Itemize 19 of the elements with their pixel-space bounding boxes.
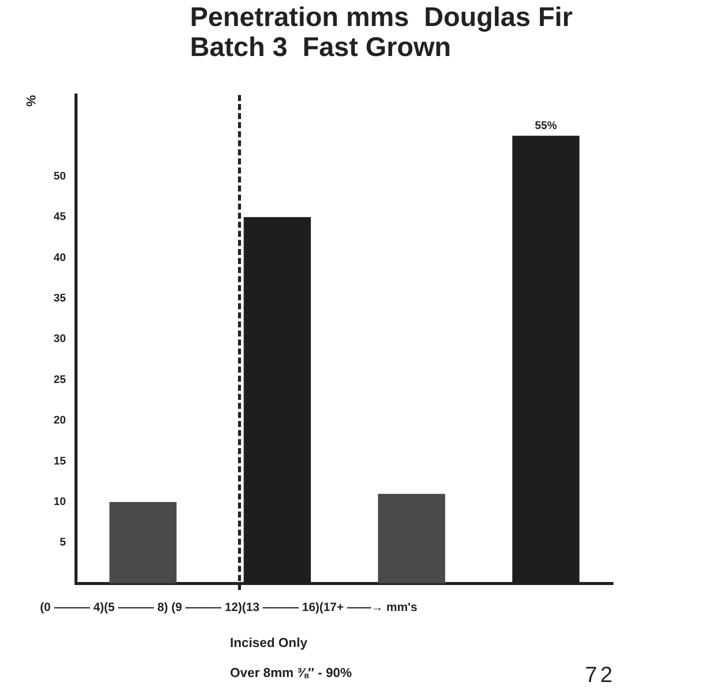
y-tick-label: 20 — [54, 414, 66, 427]
y-tick-label: 15 — [54, 455, 66, 468]
x-axis-title: (0 ——— 4)(5 ——— 8) (9 ——— 12)(13 ——— 16)(17+ ——→ mm's — [40, 600, 418, 614]
y-tick-label: 30 — [54, 333, 66, 346]
y-tick-label: 40 — [54, 252, 66, 264]
bar — [109, 502, 177, 584]
bar — [378, 494, 446, 584]
y-tick-label: 25 — [54, 374, 66, 386]
text: Incised Only — [230, 635, 308, 650]
y-tick-label: 50 — [54, 170, 66, 182]
y-tick-label: 45 — [54, 211, 66, 224]
data-label: 55% — [534, 120, 558, 132]
y-tick-label: 5 — [60, 536, 66, 549]
text: 72 — [585, 662, 616, 688]
chart-title: Penetration mms Douglas Fir Batch 3 Fast Grown — [190, 2, 573, 62]
y-tick-label: 10 — [54, 496, 66, 508]
y-tick-label: 35 — [54, 292, 66, 305]
text: Over 8mm ⅜″ - 90% — [230, 665, 352, 680]
y-axis-title: % — [23, 94, 38, 107]
